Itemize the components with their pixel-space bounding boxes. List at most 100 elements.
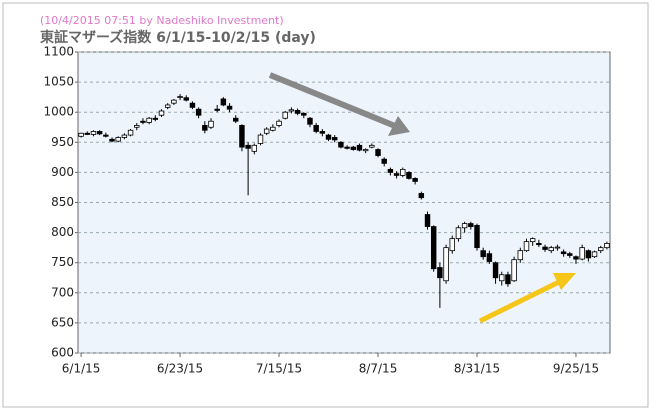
candle-body bbox=[443, 247, 449, 282]
y-tick-label: 750 bbox=[51, 255, 74, 269]
candle-body bbox=[529, 238, 536, 243]
candle-body bbox=[195, 108, 202, 116]
candle-body bbox=[406, 171, 412, 179]
x-tick-label: 8/31/15 bbox=[454, 362, 500, 376]
candle-body bbox=[301, 113, 307, 116]
candle-body bbox=[560, 251, 567, 255]
candle-body bbox=[270, 126, 276, 131]
candle-body bbox=[381, 158, 387, 164]
y-tick-label: 1100 bbox=[43, 45, 74, 59]
candle-body bbox=[548, 247, 554, 252]
candle-body bbox=[189, 102, 196, 108]
candle-body bbox=[319, 131, 326, 134]
candle-body bbox=[499, 274, 505, 282]
candle-body bbox=[282, 111, 288, 119]
candle-body bbox=[461, 223, 468, 229]
candle-body bbox=[585, 250, 592, 259]
candle-body bbox=[449, 238, 455, 252]
candle-body bbox=[183, 97, 189, 101]
y-tick-label: 850 bbox=[51, 195, 74, 209]
candle-body bbox=[604, 243, 610, 249]
candle-body bbox=[245, 144, 251, 149]
candle-body bbox=[486, 253, 493, 262]
candle-body bbox=[375, 149, 381, 156]
chart-subtitle: (10/4/2015 07:51 by Nadeshiko Investment… bbox=[40, 14, 284, 27]
candle-body bbox=[332, 137, 338, 141]
candle-body bbox=[387, 168, 394, 173]
candle-body bbox=[220, 98, 227, 106]
candle-body bbox=[121, 134, 128, 138]
candle-body bbox=[152, 117, 159, 120]
candle-body bbox=[214, 108, 220, 111]
candle-body bbox=[158, 110, 165, 116]
candle-body bbox=[393, 173, 400, 176]
candle-body bbox=[257, 134, 264, 144]
x-tick-label: 6/1/15 bbox=[62, 362, 101, 376]
candle-body bbox=[140, 120, 146, 123]
candle-body bbox=[362, 149, 369, 152]
candle-body bbox=[573, 256, 579, 260]
y-tick-label: 650 bbox=[51, 315, 74, 329]
candle-body bbox=[480, 250, 486, 258]
y-tick-label: 1050 bbox=[43, 75, 74, 89]
arrow-down bbox=[268, 72, 402, 131]
y-tick-label: 1000 bbox=[43, 105, 74, 119]
arrow-head bbox=[553, 273, 576, 290]
candle-body bbox=[208, 120, 214, 128]
candle-body bbox=[90, 131, 97, 135]
chart-title: 東証マザーズ指数 6/1/15-10/2/15 (day) bbox=[40, 29, 316, 46]
y-tick-label: 950 bbox=[51, 135, 74, 149]
candle-body bbox=[511, 259, 517, 282]
candle-body bbox=[591, 251, 598, 258]
y-tick-label: 700 bbox=[51, 285, 74, 299]
candle-body bbox=[127, 129, 134, 136]
candle-body bbox=[474, 224, 480, 249]
candle-body bbox=[567, 253, 573, 256]
candle-body bbox=[239, 125, 245, 148]
candle-body bbox=[276, 120, 282, 126]
candle-body bbox=[103, 134, 109, 137]
candle-body bbox=[418, 193, 425, 199]
candle-body bbox=[164, 104, 171, 108]
candle-body bbox=[430, 226, 437, 270]
x-tick-label: 7/15/15 bbox=[256, 362, 302, 376]
arrow-up bbox=[478, 276, 567, 324]
x-tick-label: 8/7/15 bbox=[359, 362, 398, 376]
candle-body bbox=[505, 274, 511, 285]
candle-body bbox=[412, 178, 418, 182]
candle-body bbox=[579, 247, 585, 260]
candle-body bbox=[251, 144, 258, 152]
candle-body bbox=[424, 214, 431, 227]
candle-body bbox=[492, 262, 499, 279]
candle-body bbox=[344, 146, 350, 149]
x-tick-label: 6/23/15 bbox=[157, 362, 203, 376]
candle-body bbox=[517, 250, 524, 261]
x-tick-label: 9/25/15 bbox=[553, 362, 599, 376]
candle-body bbox=[468, 223, 474, 227]
candle-body bbox=[536, 243, 542, 246]
candle-body bbox=[134, 125, 140, 128]
candle-body bbox=[263, 128, 270, 134]
candle-body bbox=[233, 117, 239, 122]
candle-body bbox=[171, 99, 177, 104]
candle-body bbox=[84, 132, 90, 135]
candle-body bbox=[96, 131, 103, 135]
candle-body bbox=[325, 134, 332, 140]
candle-body bbox=[369, 144, 375, 148]
candle-body bbox=[115, 137, 121, 142]
candle-body bbox=[554, 246, 561, 249]
candle-body bbox=[542, 246, 548, 250]
candle-body bbox=[598, 247, 604, 252]
candle-body bbox=[350, 146, 356, 150]
candle-body bbox=[307, 117, 313, 125]
candle-body bbox=[356, 144, 363, 151]
y-tick-label: 600 bbox=[51, 346, 74, 360]
candle-body bbox=[294, 109, 301, 114]
y-tick-label: 900 bbox=[51, 165, 74, 179]
candle-body bbox=[523, 241, 530, 252]
candle-body bbox=[313, 125, 319, 132]
candle-body bbox=[202, 125, 208, 131]
candle-body bbox=[338, 141, 344, 148]
candle-body bbox=[288, 109, 295, 112]
